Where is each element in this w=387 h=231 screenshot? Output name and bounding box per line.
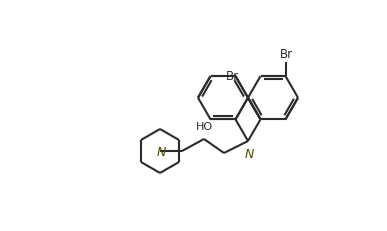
Text: Br: Br <box>226 70 239 82</box>
Text: N: N <box>156 146 166 158</box>
Text: N: N <box>244 148 254 161</box>
Text: Br: Br <box>280 48 293 61</box>
Text: HO: HO <box>195 122 212 132</box>
